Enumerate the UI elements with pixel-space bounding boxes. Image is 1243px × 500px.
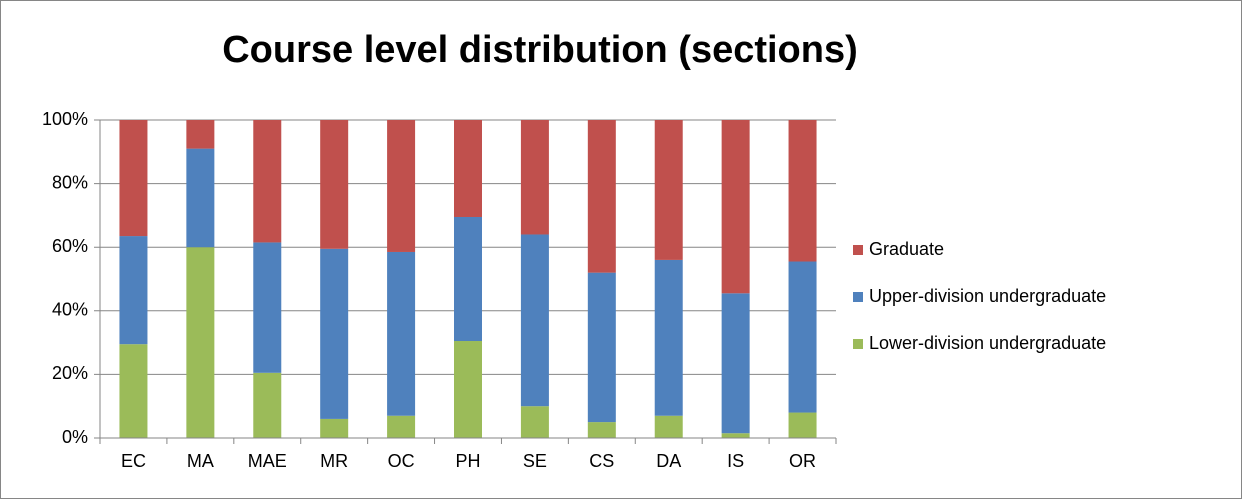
x-tick-label: SE (523, 451, 547, 471)
bar-segment (520, 406, 549, 438)
y-tick-label: 80% (52, 172, 88, 192)
x-tick-label: OR (789, 451, 816, 471)
bar-segment (454, 120, 482, 217)
x-tick-label: IS (727, 451, 744, 471)
x-tick-label: OC (388, 451, 415, 471)
bar-segment (520, 120, 549, 235)
bar-segment (721, 120, 750, 294)
bar-segment (320, 248, 349, 419)
bar-segment (320, 418, 349, 438)
x-tick-label: EC (121, 451, 146, 471)
bar-segment (186, 120, 215, 149)
x-tick-label: DA (656, 451, 681, 471)
bar-segment (186, 148, 215, 248)
bar-segment (387, 120, 416, 252)
bar-segment (654, 259, 683, 416)
y-tick-label: 0% (62, 427, 88, 447)
bar-segment (387, 251, 416, 416)
legend-swatch (853, 339, 863, 349)
bar-segment (587, 272, 616, 423)
bar-segment (186, 247, 215, 438)
bar-segment (520, 234, 549, 407)
bar-segment (119, 236, 148, 345)
bar-segment (119, 120, 148, 237)
bar-segment (587, 120, 616, 273)
bar-segment (253, 242, 282, 373)
bar-segment (788, 261, 817, 413)
y-tick-label: 100% (42, 109, 88, 129)
y-tick-label: 60% (52, 236, 88, 256)
bar-segment (454, 216, 482, 342)
legend-swatch (853, 245, 863, 255)
bar-segment (253, 120, 282, 243)
bar-segment (320, 120, 349, 249)
legend-label: Upper-division undergraduate (869, 286, 1106, 306)
y-tick-label: 20% (52, 363, 88, 383)
bar-segment (788, 412, 817, 438)
legend-label: Lower-division undergraduate (869, 333, 1106, 353)
legend-label: Graduate (869, 239, 944, 259)
bar-segment (387, 415, 416, 438)
bar-segment (721, 293, 750, 434)
bar-segment (654, 415, 683, 438)
x-tick-label: CS (589, 451, 614, 471)
bar-segment (654, 120, 683, 260)
chart-title: Course level distribution (sections) (222, 29, 858, 71)
bar-segment (721, 433, 750, 438)
x-tick-label: MR (320, 451, 348, 471)
x-tick-label: MAE (248, 451, 287, 471)
bar-segment (119, 344, 148, 438)
legend-swatch (853, 292, 863, 302)
x-tick-label: PH (455, 451, 480, 471)
bar-segment (587, 422, 616, 438)
bar-segment (788, 120, 817, 262)
bar-segment (253, 372, 282, 438)
x-tick-label: MA (187, 451, 214, 471)
bar-segment (454, 341, 482, 438)
y-tick-label: 40% (52, 300, 88, 320)
